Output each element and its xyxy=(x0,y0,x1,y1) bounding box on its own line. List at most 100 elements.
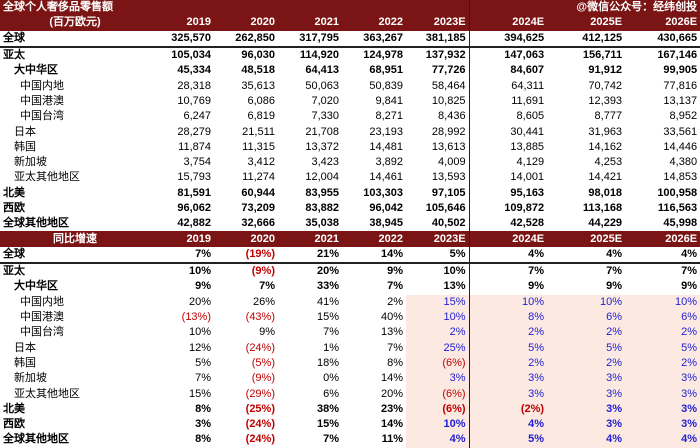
value-cell: (5%) xyxy=(251,356,275,369)
value-cell: 7% xyxy=(150,246,214,265)
value-cell: 91,912 xyxy=(588,64,623,77)
year-header: 2021 xyxy=(278,15,342,31)
value-cell: 114,920 xyxy=(299,49,339,62)
value-cell: 2% xyxy=(387,295,403,308)
value-cell: 412,125 xyxy=(547,30,626,48)
watermark: @微信公众号：经纬创投 xyxy=(468,0,700,16)
value-cell: 100,958 xyxy=(657,186,698,199)
value-cell: 3% xyxy=(406,371,470,387)
value-cell: 28,318 xyxy=(177,79,211,92)
row-label: 中国港澳 xyxy=(20,311,64,324)
value-cell: 13,137 xyxy=(663,94,698,107)
value-cell: 2% xyxy=(468,325,548,341)
row-label: 全球 xyxy=(0,246,150,265)
table-row: 新加坡 3,754 3,412 3,423 3,892 4,009 4,129 4,253 4,… xyxy=(0,154,700,171)
year-header: 2024E xyxy=(468,231,548,247)
value-cell: 4,380 xyxy=(669,156,698,169)
value-cell: 14,001 xyxy=(468,170,548,186)
value-cell: 8,605 xyxy=(468,109,548,125)
growth-title: 同比增速 xyxy=(0,231,150,247)
value-cell: 5% xyxy=(195,356,211,369)
value-cell: 7% xyxy=(387,280,403,293)
value-cell: (9%) xyxy=(251,265,275,278)
year-header: 2026E xyxy=(625,15,700,31)
value-cell: 7% xyxy=(606,265,623,278)
value-cell: 109,872 xyxy=(468,200,548,217)
value-cell: 8% xyxy=(195,433,211,446)
value-cell: 5% xyxy=(625,340,700,356)
value-cell: (24%) xyxy=(245,418,275,431)
value-cell: 12,004 xyxy=(305,171,339,184)
value-cell: 4% xyxy=(468,246,548,265)
table-row: 亚太其他地区 15% (29%) 6% 20% (6%) 3% 3% 3% xyxy=(0,386,700,402)
row-label: 大中华区 xyxy=(14,64,58,77)
row-label: 全球其他地区 xyxy=(3,217,69,230)
value-cell: 4% xyxy=(625,246,700,265)
value-cell: 60,944 xyxy=(241,186,275,199)
table-row: 西欧 3% (24%) 15% 14% 10% 4% 3% 3% xyxy=(0,417,700,433)
value-cell: 20% xyxy=(316,265,339,278)
value-cell: 42,528 xyxy=(468,216,548,232)
year-header: 2023E xyxy=(406,231,470,247)
value-cell: 68,951 xyxy=(369,64,403,77)
value-cell: 6% xyxy=(323,387,339,400)
table-row: 新加坡 7% (9%) 0% 14% 3% 3% 3% 3% xyxy=(0,371,700,387)
row-label: 新加坡 xyxy=(14,372,47,385)
value-cell: 137,932 xyxy=(425,49,466,62)
value-cell: 18% xyxy=(316,356,339,369)
value-cell: 64,311 xyxy=(468,78,548,94)
value-cell: 381,185 xyxy=(406,30,470,48)
value-cell: 9,841 xyxy=(375,94,403,107)
year-header: 2019 xyxy=(150,15,214,31)
table-row: 西欧 96,062 73,209 83,882 96,042 105,646 109,872… xyxy=(0,200,700,217)
value-cell: 77,726 xyxy=(431,64,466,77)
year-header: 2021 xyxy=(278,231,342,247)
value-cell: 3% xyxy=(625,401,700,418)
value-cell: 83,882 xyxy=(305,202,339,214)
row-label: 韩国 xyxy=(14,356,36,369)
value-cell: 7% xyxy=(681,265,698,278)
value-cell: 11,274 xyxy=(242,171,275,184)
value-cell: 13,885 xyxy=(468,139,548,155)
value-cell: 50,063 xyxy=(305,79,339,92)
value-cell: 95,163 xyxy=(468,185,548,201)
value-cell: 317,795 xyxy=(278,30,342,48)
value-cell: 12,393 xyxy=(588,94,623,107)
table-row: 亚太其他地区 15,793 11,274 12,004 14,461 13,593 14,0… xyxy=(0,170,700,186)
row-label: 中国内地 xyxy=(20,295,64,308)
table-row: 全球其他地区 42,882 32,666 35,038 38,945 40,502 42,5… xyxy=(0,216,700,232)
value-cell: 10% xyxy=(406,309,470,326)
value-cell: (25%) xyxy=(245,402,275,415)
value-cell: 6% xyxy=(625,309,700,326)
value-cell: 7,020 xyxy=(311,94,339,107)
value-cell: 156,711 xyxy=(582,49,623,62)
value-cell: 9% xyxy=(681,280,698,293)
value-cell: 2% xyxy=(547,325,626,341)
value-cell: 394,625 xyxy=(468,30,548,48)
value-cell: 38,945 xyxy=(369,217,403,230)
value-cell: 15,793 xyxy=(177,171,211,184)
value-cell: 3,892 xyxy=(375,156,403,169)
row-label: 亚太 xyxy=(3,49,25,62)
value-cell: 10% xyxy=(188,326,211,339)
value-cell: 14% xyxy=(380,372,403,385)
value-cell: 28,279 xyxy=(177,125,211,138)
value-cell: 14% xyxy=(380,418,403,431)
value-cell: 4% xyxy=(468,417,548,433)
row-label: 日本 xyxy=(14,341,36,354)
value-cell: 13% xyxy=(443,280,466,293)
value-cell: 97,105 xyxy=(431,186,466,199)
value-cell: 7% xyxy=(468,263,548,280)
value-cell: 10,825 xyxy=(431,94,466,107)
value-cell: 96,062 xyxy=(177,202,211,214)
table-row: 日本 12% (24%) 1% 7% 25% 5% 5% 5% xyxy=(0,340,700,356)
table-row: 北美 8% (25%) 38% 23% (6%) (2%) 3% 3% xyxy=(0,401,700,418)
value-cell: 14,481 xyxy=(369,140,403,153)
value-cell: 9% xyxy=(606,280,623,293)
year-header: 2024E xyxy=(468,15,548,31)
value-cell: 7% xyxy=(195,372,211,385)
value-cell: 3% xyxy=(547,386,626,402)
value-cell: 4% xyxy=(547,432,626,448)
value-cell: 6,819 xyxy=(247,110,275,123)
